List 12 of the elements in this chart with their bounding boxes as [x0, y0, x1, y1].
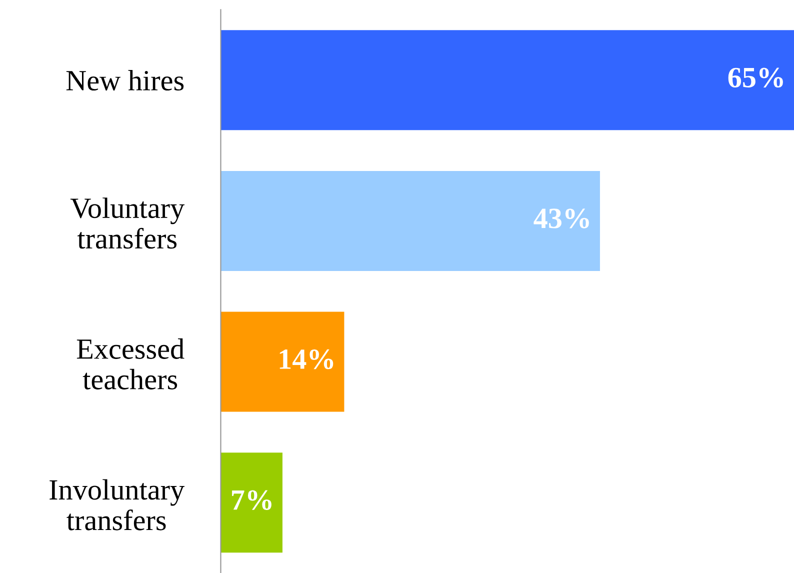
y-tick-label: Voluntary transfers: [70, 198, 185, 249]
data-label: 43%: [534, 208, 589, 228]
data-label: 14%: [280, 349, 334, 370]
bar: [220, 170, 600, 271]
bar: [220, 452, 282, 553]
y-tick-label: New hires: [66, 70, 184, 91]
bar: [220, 312, 344, 412]
y-tick-label: Excessed teachers: [76, 338, 184, 390]
data-label: 7%: [232, 490, 272, 510]
y-tick-label: Involuntary transfers: [50, 479, 185, 530]
bar: [220, 30, 794, 130]
data-label: 65%: [728, 68, 783, 88]
